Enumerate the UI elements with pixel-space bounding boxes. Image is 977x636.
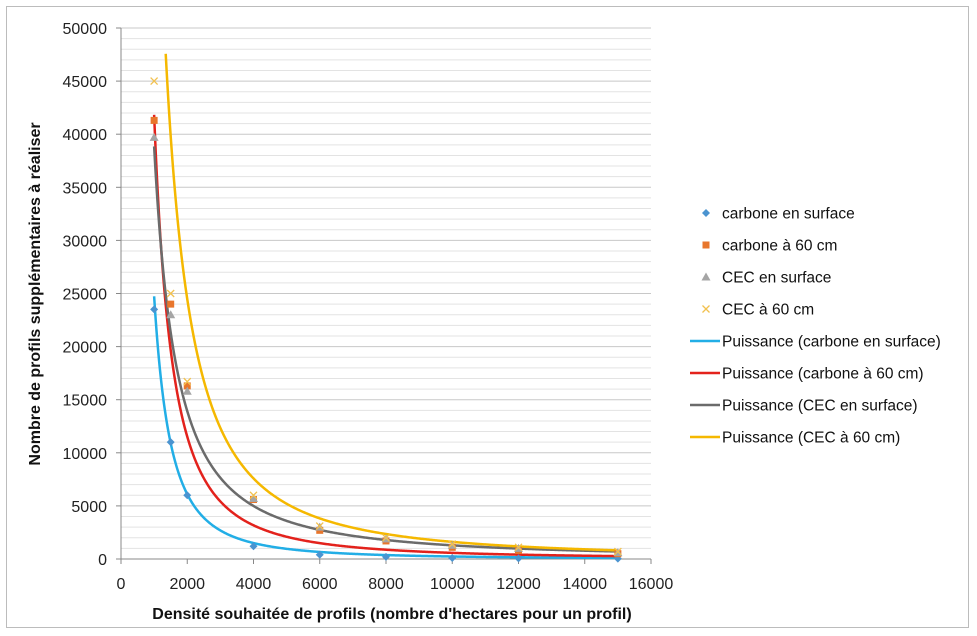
- legend: carbone en surface carbone à 60 cm CEC en …: [690, 206, 941, 447]
- legend-marker: [702, 305, 710, 313]
- legend-marker: [702, 241, 710, 249]
- data-point: [514, 543, 523, 552]
- x-tick-label: 14000: [563, 576, 608, 593]
- legend-label: carbone à 60 cm: [722, 238, 837, 255]
- legend-label: Puissance (carbone à 60 cm): [722, 366, 924, 383]
- data-point: [166, 438, 175, 447]
- legend-label: Puissance (carbone en surface): [722, 334, 941, 351]
- trendline: [164, 53, 618, 552]
- y-tick-label: 0: [98, 552, 107, 569]
- x-tick-label: 12000: [496, 576, 541, 593]
- data-point: [448, 540, 457, 549]
- data-point: [613, 547, 622, 556]
- data-point: [166, 310, 176, 319]
- y-tick-label: 20000: [63, 340, 108, 357]
- x-axis-title: Densité souhaitée de profils (nombre d'h…: [152, 606, 631, 623]
- y-tick-label: 40000: [63, 127, 108, 144]
- y-tick-label: 45000: [63, 74, 108, 91]
- data-point: [514, 554, 523, 563]
- y-tick-label: 35000: [63, 180, 108, 197]
- y-tick-label: 15000: [63, 393, 108, 410]
- x-tick-label: 2000: [169, 576, 205, 593]
- y-tick-label: 50000: [63, 21, 108, 38]
- y-tick-label: 30000: [63, 233, 108, 250]
- data-point: [315, 550, 324, 559]
- data-point: [315, 522, 324, 531]
- data-point: [183, 491, 192, 500]
- trendlines: [152, 53, 618, 560]
- y-axis-title: Nombre de profils supplémentaires à réal…: [27, 122, 44, 465]
- trendline: [152, 146, 618, 553]
- legend-label: carbone en surface: [722, 206, 855, 223]
- trendline: [152, 114, 618, 558]
- y-tick-label: 25000: [63, 287, 108, 304]
- x-tick-labels: 0 2000 4000 6000 8000 10000 12000 14000 16000: [117, 559, 674, 593]
- data-markers: [149, 77, 623, 563]
- data-point: [183, 382, 191, 390]
- data-point: [166, 289, 175, 298]
- y-tick-labels: 0 5000 10000 15000 20000 25000 30000 35000 40000…: [63, 21, 121, 569]
- data-point: [448, 553, 457, 562]
- x-tick-label: 4000: [236, 576, 272, 593]
- legend-label: Puissance (CEC en surface): [722, 398, 918, 415]
- x-tick-label: 16000: [629, 576, 674, 593]
- data-point: [249, 491, 258, 500]
- legend-label: Puissance (CEC à 60 cm): [722, 430, 900, 447]
- y-tick-label: 10000: [63, 446, 108, 463]
- data-point: [150, 116, 158, 124]
- legend-marker: [701, 272, 711, 281]
- legend-label: CEC à 60 cm: [722, 302, 814, 319]
- data-point: [249, 493, 258, 502]
- data-point: [150, 77, 159, 86]
- x-tick-label: 8000: [368, 576, 404, 593]
- x-tick-label: 6000: [302, 576, 338, 593]
- legend-marker: [702, 209, 710, 217]
- data-point: [183, 377, 192, 386]
- y-tick-label: 5000: [71, 499, 107, 516]
- data-point: [167, 300, 175, 308]
- data-point: [382, 552, 390, 561]
- data-point: [382, 533, 390, 542]
- data-point: [182, 386, 192, 395]
- data-point: [249, 542, 258, 551]
- data-point: [150, 305, 159, 314]
- x-tick-label: 0: [117, 576, 126, 593]
- x-tick-label: 10000: [430, 576, 475, 593]
- data-point: [149, 132, 159, 141]
- legend-label: CEC en surface: [722, 270, 831, 287]
